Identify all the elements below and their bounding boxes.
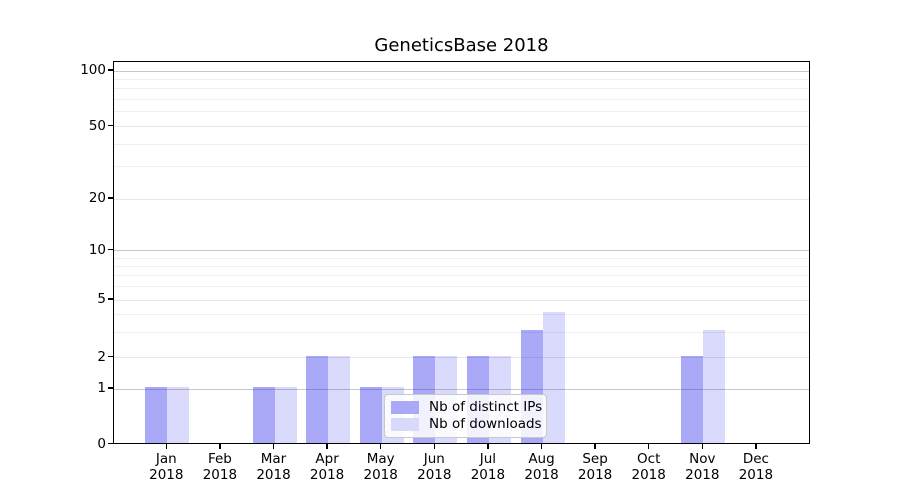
minor-gridline [114,143,809,145]
minor-gridline [114,331,809,333]
legend-item: Nb of distinct IPs [391,398,543,415]
minor-gridline [114,99,809,101]
x-tick-label: Feb 2018 [202,451,238,483]
legend-item: Nb of downloads [391,416,542,433]
bar-downloads [274,387,297,443]
y-tick-label: 10 [88,241,106,258]
y-tick-label: 2 [97,348,106,365]
x-tick-label: Mar 2018 [256,451,291,483]
legend-label: Nb of distinct IPs [429,398,543,415]
legend: Nb of distinct IPs Nb of downloads [384,394,547,438]
y-tick-mark [108,69,113,71]
x-tick-label: Sep 2018 [577,451,613,483]
minor-gridline [114,275,809,277]
y-tick-label: 1 [97,380,106,396]
chart-title: GeneticsBase 2018 [374,35,549,56]
minor-gridline [114,265,809,267]
y-tick-mark [108,124,113,127]
x-tick-label: Jul 2018 [470,451,506,483]
y-tick-mark [108,248,113,251]
y-tick-label: 20 [88,190,106,206]
x-tick-mark [433,444,435,449]
x-tick-label: Apr 2018 [309,451,345,483]
bar-distinct-ips [359,387,382,443]
y-tick-mark [108,442,113,445]
major-gridline [114,198,809,200]
minor-gridline [114,286,809,288]
legend-label: Nb of downloads [429,416,542,433]
bar-distinct-ips [306,355,329,443]
x-tick-label: Jan 2018 [149,451,184,483]
decade-gridline [114,388,809,390]
y-tick-label: 100 [80,62,106,78]
bar-distinct-ips [145,387,168,443]
x-tick-label: Nov 2018 [685,451,720,483]
plot-area: Nb of distinct IPs Nb of downloads [113,61,810,444]
y-tick-label: 0 [97,435,106,452]
bar-distinct-ips [681,355,704,443]
major-gridline [114,126,809,127]
x-tick-label: Dec 2018 [738,451,774,483]
decade-gridline [114,70,809,72]
bar-downloads [167,387,190,443]
decade-gridline [114,250,809,251]
major-gridline [114,357,809,358]
y-tick-mark [108,387,113,389]
y-tick-mark [108,355,113,358]
x-tick-label: May 2018 [363,451,398,483]
minor-gridline [114,313,809,315]
major-gridline [114,299,809,301]
x-tick-mark [701,444,703,449]
x-tick-mark [755,444,757,449]
x-tick-label: Aug 2018 [524,451,559,483]
x-tick-mark [648,444,650,449]
x-tick-mark [165,444,167,449]
x-tick-mark [594,444,596,449]
bar-downloads [542,312,565,443]
minor-gridline [114,111,809,113]
x-tick-mark [272,444,275,449]
legend-swatch [391,400,419,414]
x-tick-mark [487,444,489,449]
minor-gridline [114,257,809,259]
minor-gridline [114,166,809,168]
x-tick-mark [219,444,221,449]
legend-swatch [391,418,419,432]
bar-downloads [703,330,726,443]
minor-gridline [114,88,809,90]
x-tick-mark [540,444,543,449]
x-tick-label: Jun 2018 [417,451,452,483]
bar-distinct-ips [252,387,275,443]
x-tick-mark [380,444,382,449]
y-tick-label: 50 [88,117,106,134]
y-tick-label: 5 [97,291,106,307]
minor-gridline [114,78,809,80]
y-tick-mark [108,197,113,199]
x-tick-mark [326,444,328,449]
bar-downloads [328,355,351,443]
x-tick-label: Oct 2018 [631,451,666,483]
y-tick-mark [108,298,113,300]
